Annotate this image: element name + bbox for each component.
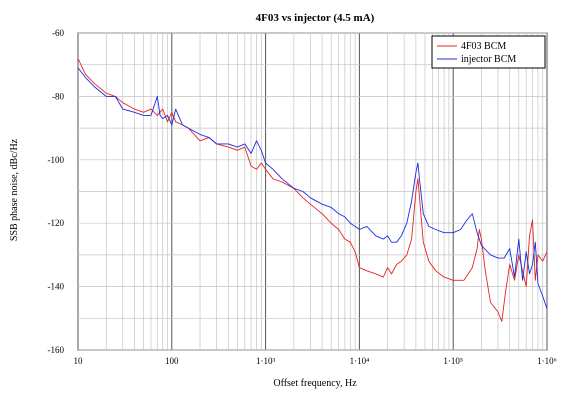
series-group bbox=[77, 58, 548, 322]
legend-box bbox=[431, 35, 546, 69]
legend-label-injector: injector BCM bbox=[461, 54, 516, 65]
y-tick-label: -60 bbox=[52, 28, 64, 38]
series-line-4f03 bbox=[77, 58, 548, 322]
grid bbox=[77, 32, 548, 351]
y-tick-label: -100 bbox=[48, 155, 65, 165]
x-tick-label: 100 bbox=[165, 356, 179, 366]
x-tick-label: 1·10⁵ bbox=[443, 356, 463, 366]
chart-title: 4F03 vs injector (4.5 mA) bbox=[256, 12, 375, 24]
x-axis-label: Offset frequency, Hz bbox=[273, 378, 357, 389]
x-tick-label: 1·10⁴ bbox=[350, 356, 370, 366]
y-axis-label: SSB phase noise, dBc/Hz bbox=[9, 138, 20, 241]
x-tick-label: 10 bbox=[74, 356, 84, 366]
y-tick-label: -140 bbox=[48, 282, 65, 292]
legend-label-4f03: 4F03 BCM bbox=[461, 41, 506, 52]
x-tick-label: 1·10³ bbox=[256, 356, 275, 366]
tick-labels: 10 100 1·10³ 1·10⁴ 1·10⁵ 1·10⁶ -60 -80 -100 -120 -… bbox=[48, 28, 557, 366]
legend: 4F03 BCM injector BCM bbox=[431, 35, 546, 69]
x-tick-label: 1·10⁶ bbox=[537, 356, 557, 366]
y-tick-label: -160 bbox=[48, 345, 65, 355]
y-tick-label: -80 bbox=[52, 91, 64, 101]
series-line-injector bbox=[77, 67, 548, 309]
y-tick-label: -120 bbox=[48, 218, 65, 228]
